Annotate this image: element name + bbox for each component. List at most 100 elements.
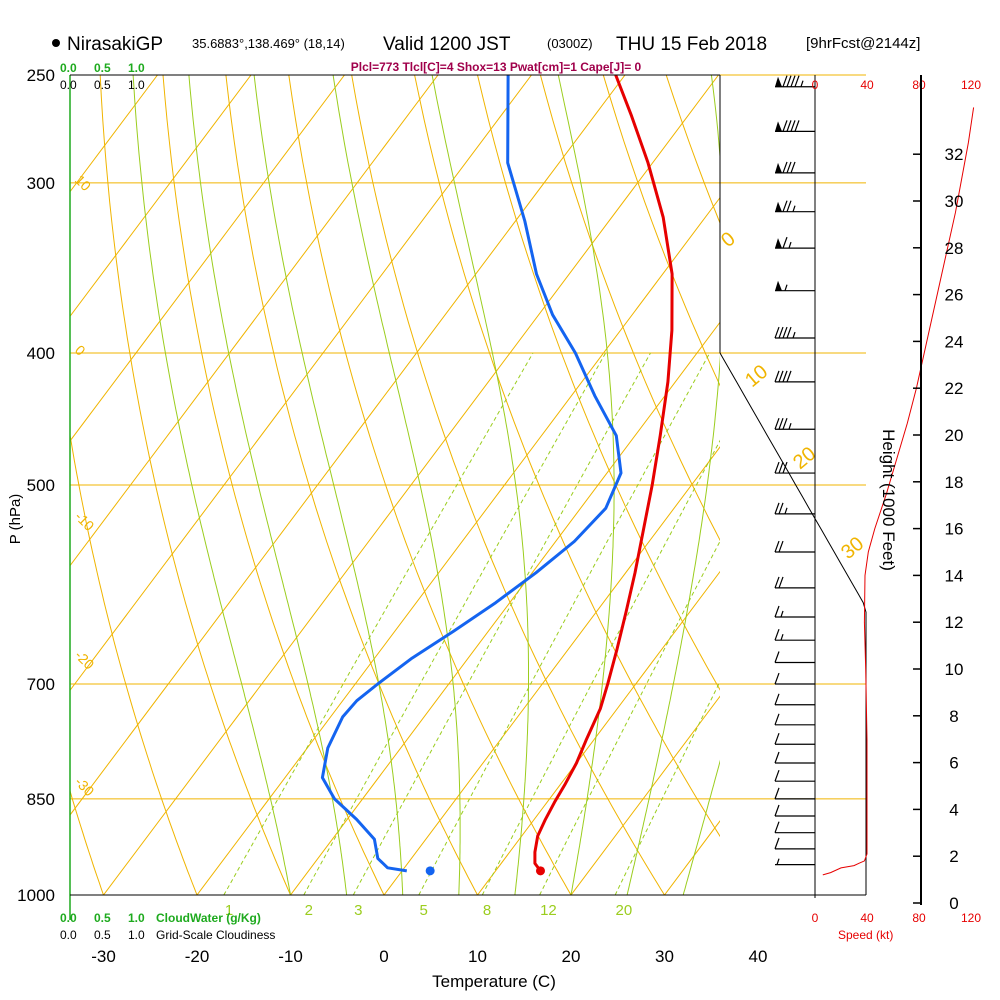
wind-barb-flag — [774, 713, 780, 726]
mixing-ratio-label-12: 12 — [540, 902, 557, 919]
wind-barb-19 — [774, 733, 815, 745]
wind-barb-16 — [774, 672, 815, 685]
wind-barb-flag — [774, 770, 780, 782]
wind-barb-0 — [775, 75, 815, 88]
wind-barb-flag — [786, 75, 792, 87]
cloudiness-scale-top-2: 1.0 — [128, 78, 145, 92]
wind-barb-21 — [774, 770, 815, 782]
moist-adiabat-8 — [332, 75, 461, 895]
isotherm-label-left-4: -30 — [72, 774, 98, 800]
height-tick-10: 10 — [945, 660, 964, 679]
speed-tick-top-120: 120 — [961, 78, 981, 92]
wind-barb-flag — [778, 461, 784, 474]
wind-barb-pennant — [775, 121, 782, 132]
speed-axis-title: Speed (kt) — [838, 928, 893, 942]
height-axis-title: Height (1000 Feet) — [879, 429, 898, 571]
mixing-ratio-20 — [614, 680, 720, 895]
height-tick-32: 32 — [945, 145, 964, 164]
wind-barb-4 — [775, 236, 815, 249]
cloudiness-scale-bottom-0: 0.0 — [60, 928, 77, 942]
wind-barb-flag — [774, 540, 780, 553]
gridscale-label: Grid-Scale Cloudiness — [156, 928, 275, 942]
mixing-ratio-1 — [223, 352, 534, 895]
mixing-ratio-label-3: 3 — [354, 902, 362, 919]
isotherm-label-right-1: 10 — [741, 361, 772, 392]
isotherm--50 — [70, 75, 532, 692]
dry-adiabats — [70, 75, 1000, 895]
wind-barb-flag — [774, 502, 780, 515]
wind-barb-flag — [774, 804, 780, 817]
wind-barb-8 — [774, 418, 815, 430]
wind-barb-flag — [790, 120, 796, 132]
cloudiness-scale-top-0: 0.0 — [60, 78, 77, 92]
wind-barb-flag — [774, 837, 780, 850]
moist-adiabat-32 — [682, 759, 720, 895]
wind-barb-flag — [778, 326, 784, 339]
mixing-ratio-label-5: 5 — [419, 902, 427, 919]
wind-barb-flag — [774, 418, 780, 430]
wind-barb-flag — [778, 576, 784, 589]
dry-adiabat-110 — [855, 75, 1000, 895]
wind-barb-flag — [774, 693, 780, 705]
cloud-scale-top-2: 1.0 — [128, 61, 145, 75]
wind-barb-12 — [774, 576, 815, 589]
wind-barb-half — [792, 205, 796, 212]
speed-tick-bottom-120: 120 — [961, 911, 981, 925]
cloud-scale-top-1: 0.5 — [94, 61, 111, 75]
wind-barb-flag — [774, 461, 780, 474]
isotherm--60 — [70, 75, 439, 567]
station-coords: 35.6883°,138.469° (18,14) — [192, 36, 345, 51]
wind-barb-flag — [794, 75, 800, 87]
height-tick-30: 30 — [945, 192, 964, 211]
p-tick-300: 300 — [27, 174, 55, 193]
isobars — [70, 74, 866, 896]
x-tick-10: 10 — [468, 947, 487, 966]
height-tick-12: 12 — [945, 613, 964, 632]
wind-barb-5 — [775, 280, 815, 292]
wind-barb-23 — [774, 804, 815, 817]
x-tick--10: -10 — [278, 947, 303, 966]
mixing-ratio-label-2: 2 — [305, 902, 313, 919]
height-tick-0: 0 — [949, 894, 958, 913]
dry-adiabat-10 — [225, 75, 478, 895]
mixing-ratio-label-20: 20 — [615, 902, 632, 919]
wind-barb-half — [776, 858, 780, 865]
height-tick-28: 28 — [945, 239, 964, 258]
speed-tick-top-80: 80 — [912, 78, 926, 92]
moist-adiabat-14 — [431, 75, 529, 895]
wind-barb-15 — [774, 651, 815, 664]
forecast-label: [9hrFcst@2144z] — [806, 35, 920, 52]
wind-barb-flag — [774, 821, 780, 833]
p-tick-250: 250 — [27, 66, 55, 85]
cloudwater-label: CloudWater (g/Kg) — [156, 911, 261, 925]
dry-adiabat-130 — [981, 75, 1000, 895]
wind-barb-13 — [774, 605, 815, 618]
dry-adiabat-70 — [602, 75, 720, 387]
wind-barb-flag — [774, 751, 780, 764]
wind-barb-half — [784, 284, 788, 291]
mixing-ratio-2 — [303, 352, 607, 895]
height-tick-18: 18 — [945, 473, 964, 492]
dry-adiabat-30 — [351, 75, 665, 895]
dry-adiabat-60 — [539, 75, 720, 542]
height-tick-20: 20 — [945, 426, 964, 445]
mixing-ratio-12 — [539, 540, 720, 895]
mixing-ratio-label-8: 8 — [483, 902, 491, 919]
wind-barb-pennant — [775, 280, 782, 291]
valid-utc: (0300Z) — [547, 36, 593, 51]
height-tick-8: 8 — [949, 707, 958, 726]
wind-barb-flag — [774, 651, 780, 663]
wind-barb-pennant — [775, 238, 782, 249]
cloudiness-scale-top-1: 0.5 — [94, 78, 111, 92]
wind-barb-flag — [782, 75, 788, 87]
wind-barb-half — [784, 507, 788, 515]
moist-adiabat--10 — [132, 75, 291, 895]
dry-adiabat--10 — [99, 75, 291, 895]
wind-barb-flag — [774, 605, 780, 618]
height-tick-4: 4 — [949, 800, 958, 819]
height-tick-22: 22 — [945, 379, 964, 398]
height-tick-24: 24 — [945, 332, 964, 351]
wind-barb-half — [780, 634, 784, 641]
plot-right-boundary — [719, 352, 867, 895]
